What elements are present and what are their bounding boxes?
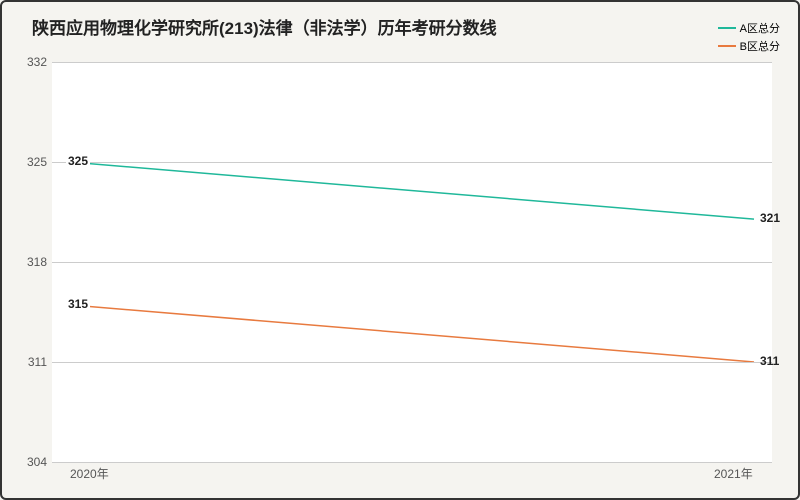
gridline: [52, 262, 772, 263]
gridline: [52, 162, 772, 163]
legend-item-b: B区总分: [718, 38, 780, 54]
data-label-left: 315: [66, 297, 90, 311]
legend-label-b: B区总分: [740, 38, 780, 54]
y-tick-label: 332: [17, 55, 47, 69]
legend: A区总分 B区总分: [718, 20, 780, 56]
series-line: [70, 162, 754, 219]
legend-swatch-a: [718, 27, 736, 29]
chart-title: 陕西应用物理化学研究所(213)法律（非法学）历年考研分数线: [32, 14, 497, 39]
x-tick-label: 2021年: [714, 465, 753, 482]
y-tick-label: 318: [17, 255, 47, 269]
x-tick-label: 2020年: [70, 465, 109, 482]
data-label-left: 325: [66, 154, 90, 168]
gridline: [52, 362, 772, 363]
data-label-right: 311: [760, 354, 779, 368]
gridline: [52, 62, 772, 63]
y-tick-label: 311: [17, 355, 47, 369]
series-line: [70, 305, 754, 362]
y-tick-label: 325: [17, 155, 47, 169]
legend-swatch-b: [718, 45, 736, 47]
y-tick-label: 304: [17, 455, 47, 469]
legend-item-a: A区总分: [718, 20, 780, 36]
gridline: [52, 462, 772, 463]
data-label-right: 321: [760, 211, 780, 225]
chart-container: 陕西应用物理化学研究所(213)法律（非法学）历年考研分数线 A区总分 B区总分…: [0, 0, 800, 500]
plot-area: 3043113183253322020年2021年325321315311: [52, 62, 772, 462]
legend-label-a: A区总分: [740, 20, 780, 36]
